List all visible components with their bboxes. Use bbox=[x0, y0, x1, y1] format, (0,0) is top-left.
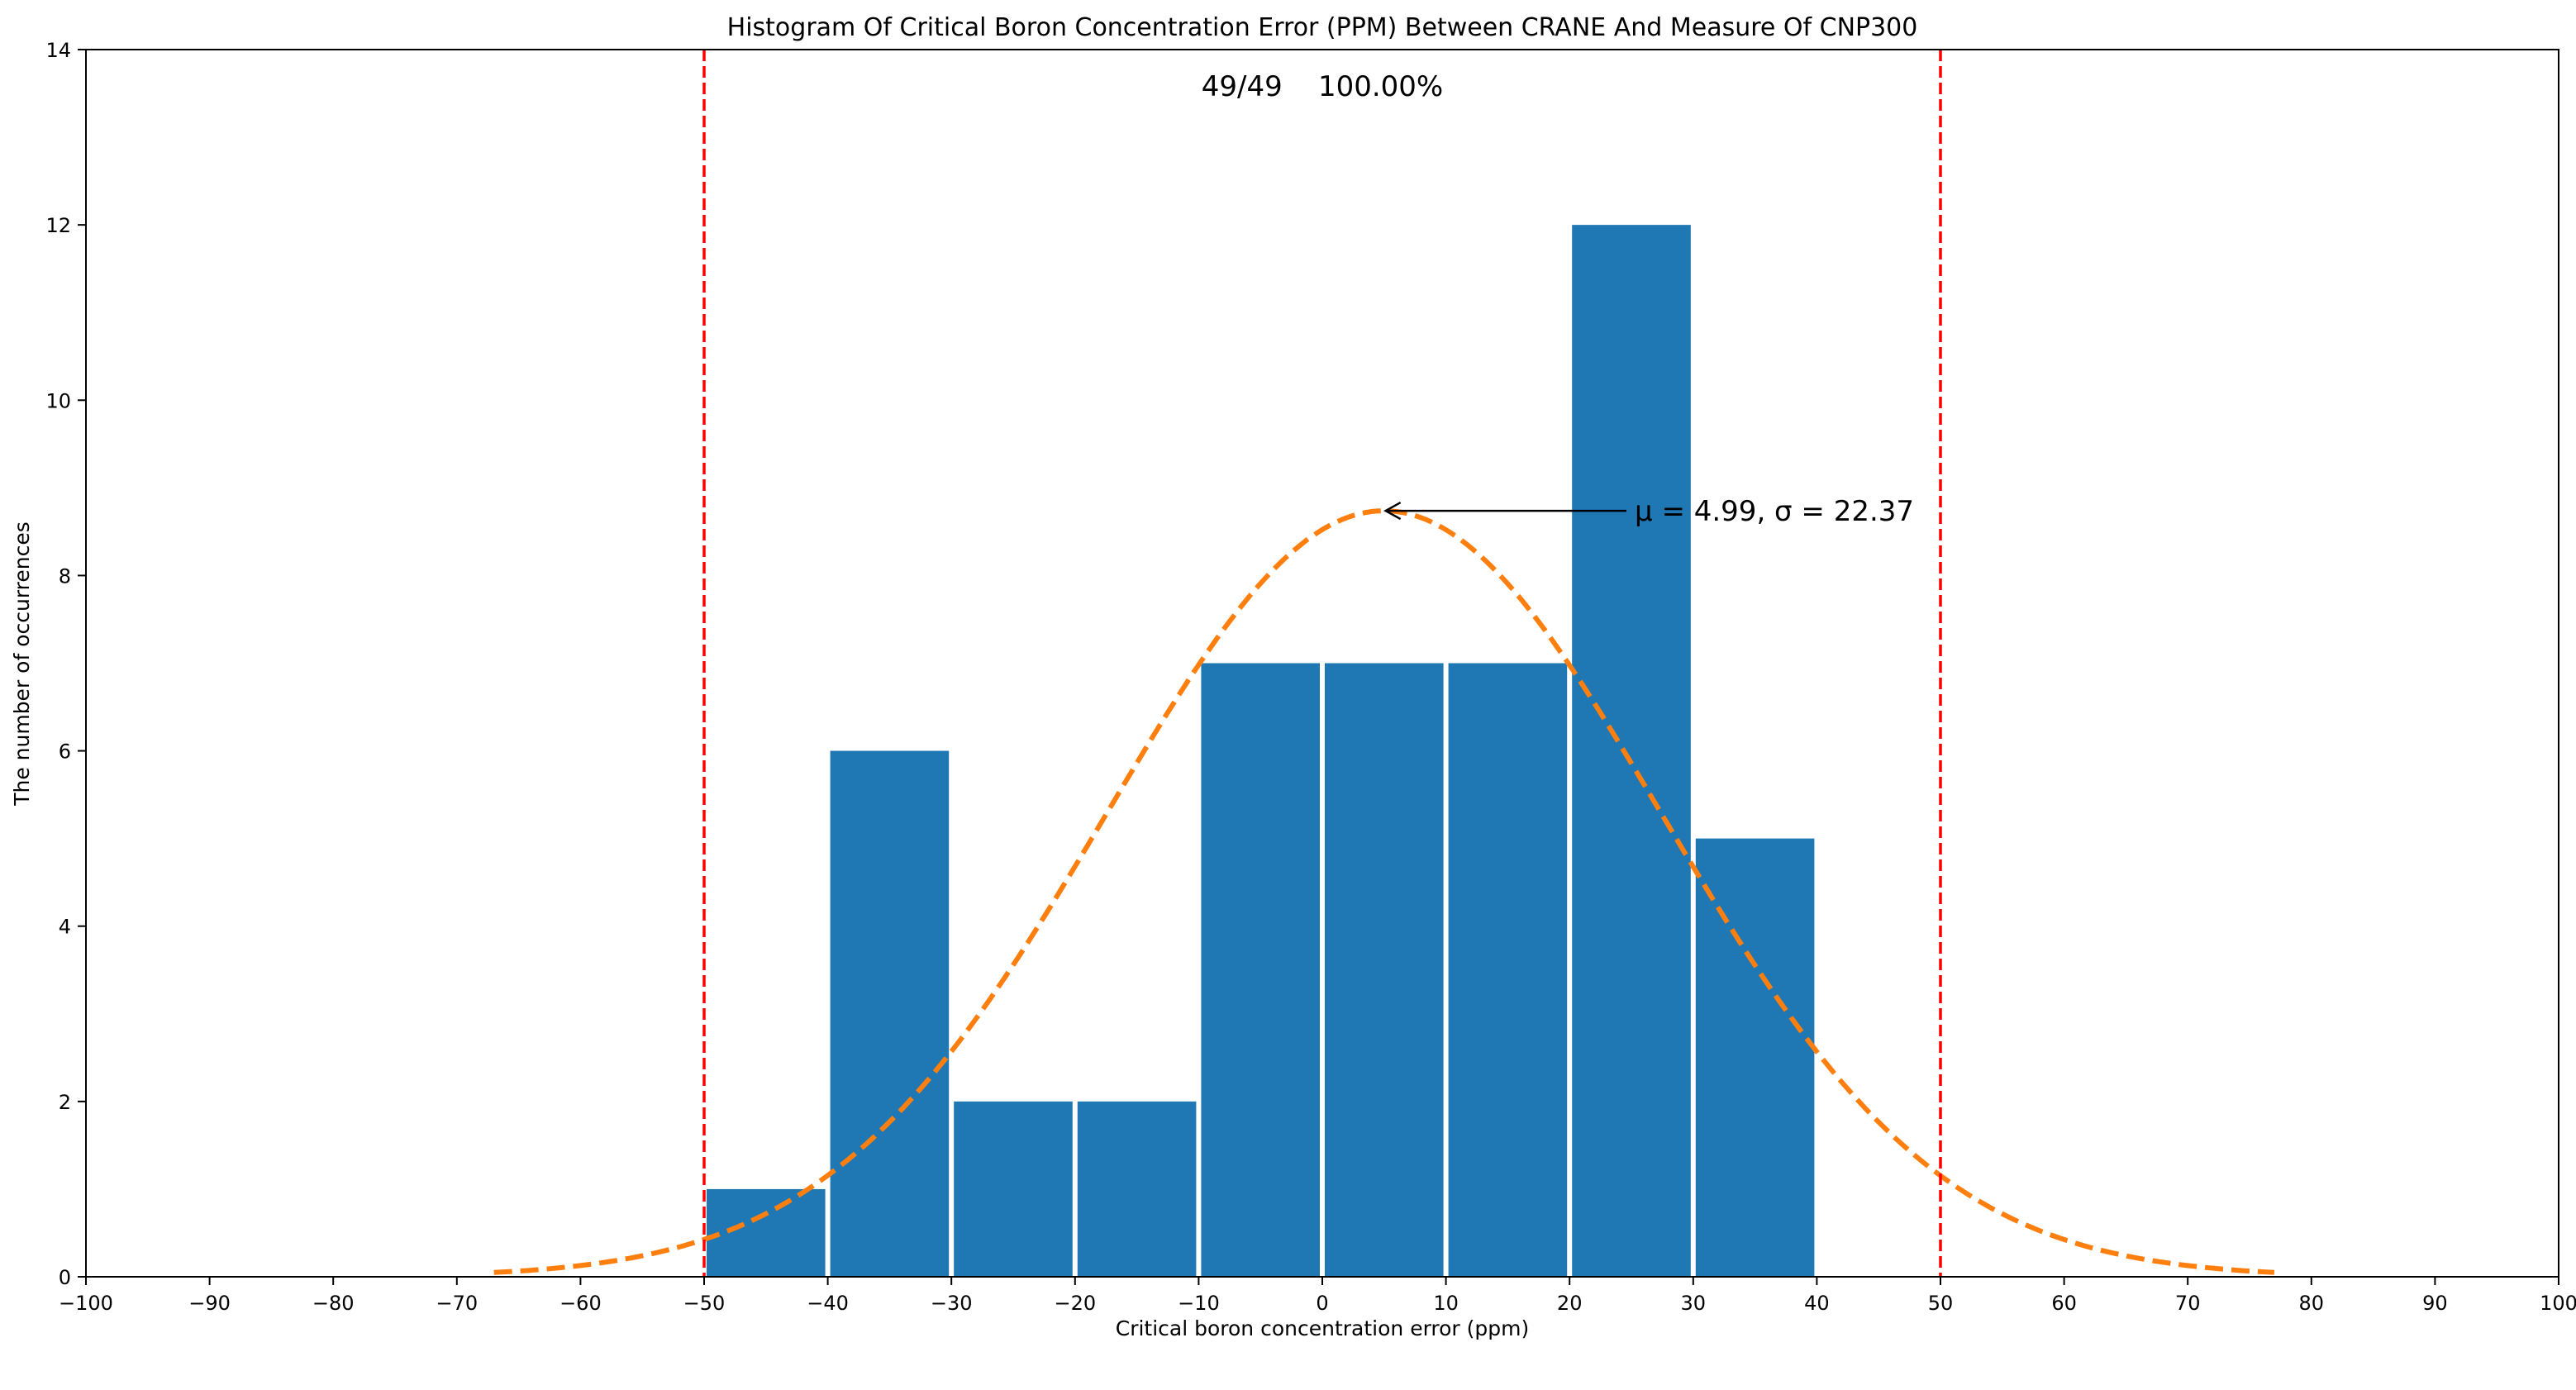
count-summary-text: 49/49 100.00% bbox=[1202, 70, 1444, 103]
x-tick-label: 90 bbox=[2422, 1292, 2448, 1315]
x-tick-label: −60 bbox=[559, 1292, 602, 1315]
x-tick-label: 50 bbox=[1928, 1292, 1954, 1315]
normal-fit-curve bbox=[493, 508, 2275, 1275]
histogram-bar bbox=[1695, 838, 1815, 1277]
y-tick-label: 4 bbox=[59, 916, 71, 939]
x-axis-title: Critical boron concentration error (ppm) bbox=[1116, 1316, 1530, 1340]
x-tick-label: 80 bbox=[2299, 1292, 2325, 1315]
histogram-bar bbox=[1448, 663, 1568, 1277]
y-tick-label: 12 bbox=[45, 214, 71, 237]
x-tick-label: 40 bbox=[1804, 1292, 1830, 1315]
y-tick-label: 2 bbox=[59, 1091, 71, 1114]
histogram-bar bbox=[830, 750, 950, 1277]
y-tick-label: 0 bbox=[59, 1266, 71, 1289]
histogram-bar bbox=[1077, 1101, 1197, 1277]
histogram-bars bbox=[707, 225, 1815, 1278]
x-tick-label: 60 bbox=[2051, 1292, 2077, 1315]
x-tick-label: −30 bbox=[931, 1292, 973, 1315]
histogram-bar bbox=[1201, 663, 1320, 1277]
plot-area-frame bbox=[85, 49, 2559, 1278]
fit-parameters-annotation: μ = 4.99, σ = 22.37 bbox=[1635, 495, 1914, 528]
y-tick-label: 14 bbox=[45, 39, 71, 62]
histogram-bar bbox=[954, 1101, 1073, 1277]
histogram-bar bbox=[707, 1188, 826, 1277]
x-tick-label: 10 bbox=[1433, 1292, 1459, 1315]
x-tick-label: −70 bbox=[436, 1292, 478, 1315]
y-tick-label: 10 bbox=[45, 389, 71, 412]
x-tick-label: −40 bbox=[807, 1292, 849, 1315]
x-tick-label: 100 bbox=[2540, 1292, 2576, 1315]
x-tick-label: 30 bbox=[1681, 1292, 1707, 1315]
fit-annotation: μ = 4.99, σ = 22.37 bbox=[1383, 495, 1914, 528]
y-tick-label: 8 bbox=[59, 564, 71, 588]
annotation-arrow-head bbox=[1383, 501, 1402, 521]
x-tick-label: −90 bbox=[188, 1292, 231, 1315]
y-tick-label: 6 bbox=[59, 740, 71, 764]
histogram-bar bbox=[1572, 225, 1691, 1278]
x-tick-label: −80 bbox=[312, 1292, 355, 1315]
limit-lines-layer bbox=[702, 50, 1942, 1277]
chart-title: Histogram Of Critical Boron Concentratio… bbox=[727, 13, 1918, 42]
y-axis: 0 2 4 6 8 10 12 14 bbox=[45, 39, 86, 1289]
histogram-bar bbox=[1325, 663, 1444, 1277]
x-tick-label: −10 bbox=[1178, 1292, 1220, 1315]
x-tick-label: −20 bbox=[1054, 1292, 1096, 1315]
x-axis: −100 −90 −80 −70 −60 −50 −40 −30 −20 −10 0 10 20 30 40… bbox=[59, 1277, 2576, 1315]
x-tick-label: 0 bbox=[1316, 1292, 1328, 1315]
x-tick-label: −100 bbox=[59, 1292, 113, 1315]
x-tick-label: 70 bbox=[2175, 1292, 2201, 1315]
normal-fit-layer bbox=[493, 508, 2275, 1275]
x-tick-label: 20 bbox=[1557, 1292, 1583, 1315]
y-axis-title: The number of occurrences bbox=[10, 521, 34, 807]
x-tick-label: −50 bbox=[683, 1292, 726, 1315]
